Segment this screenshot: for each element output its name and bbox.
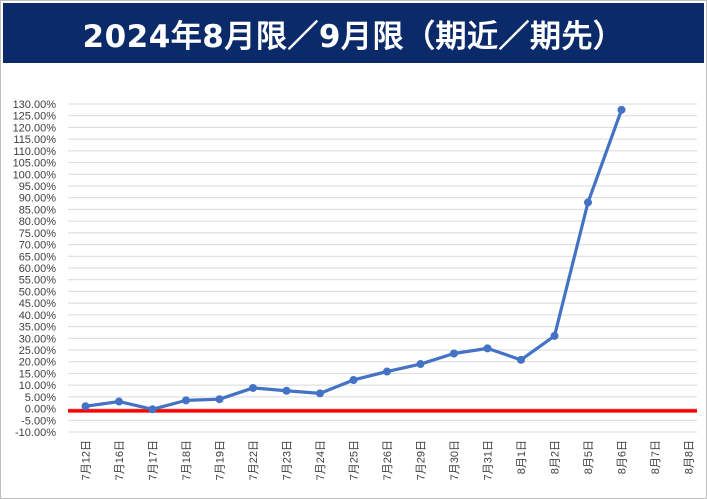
- y-tick-label: 65.00%: [19, 251, 57, 263]
- x-tick-label: 8月7日: [650, 440, 662, 474]
- x-tick-label: 8月6日: [617, 440, 629, 474]
- y-tick-label: 80.00%: [19, 216, 57, 228]
- x-tick-label: 8月8日: [684, 440, 696, 474]
- title-bar: 2024年8月限／9月限（期近／期先）: [3, 3, 704, 63]
- y-tick-label: 85.00%: [19, 204, 57, 216]
- y-tick-label: 50.00%: [19, 286, 57, 298]
- x-tick-label: 7月12日: [81, 440, 93, 480]
- x-tick-label: 7月26日: [382, 440, 394, 480]
- y-tick-label: 25.00%: [19, 345, 57, 357]
- y-tick-label: 100.00%: [13, 169, 57, 181]
- y-axis-tick-labels: -10.00%-5.00%0.00%5.00%10.00%15.00%20.00…: [13, 99, 57, 439]
- y-tick-label: 115.00%: [13, 134, 56, 146]
- y-tick-label: 125.00%: [13, 111, 57, 123]
- x-tick-label: 7月22日: [248, 440, 260, 480]
- x-tick-label: 7月16日: [114, 440, 126, 480]
- data-point: [182, 396, 190, 405]
- x-tick-label: 7月30日: [449, 440, 461, 480]
- y-tick-label: 45.00%: [19, 298, 57, 310]
- x-tick-label: 7月24日: [315, 440, 327, 480]
- x-tick-label: 8月2日: [550, 440, 562, 474]
- y-tick-label: 0.00%: [25, 404, 56, 416]
- y-tick-label: 10.00%: [19, 380, 57, 392]
- y-tick-label: 30.00%: [19, 333, 57, 345]
- data-point: [483, 344, 492, 353]
- y-tick-label: 35.00%: [19, 322, 57, 334]
- chart-title: 2024年8月限／9月限（期近／期先）: [82, 18, 625, 55]
- data-point: [517, 355, 525, 364]
- data-point: [349, 375, 358, 384]
- data-point: [115, 397, 123, 406]
- series-line: [85, 109, 624, 411]
- y-tick-label: 105.00%: [13, 158, 57, 170]
- data-point: [383, 367, 391, 376]
- y-tick-label: 120.00%: [13, 122, 57, 134]
- gridlines: [68, 103, 697, 433]
- data-point: [416, 360, 425, 369]
- x-tick-label: 7月23日: [282, 440, 294, 480]
- y-tick-label: 20.00%: [19, 357, 57, 369]
- data-point: [148, 405, 157, 414]
- data-point: [316, 389, 324, 398]
- y-tick-label: 90.00%: [19, 193, 57, 205]
- y-tick-label: -10.00%: [15, 427, 56, 439]
- data-point: [215, 395, 224, 404]
- data-point: [584, 198, 592, 207]
- x-tick-label: 7月25日: [349, 440, 361, 480]
- y-tick-label: 55.00%: [19, 275, 57, 287]
- y-tick-label: 40.00%: [19, 310, 57, 322]
- x-tick-label: 7月29日: [416, 440, 428, 480]
- y-tick-label: 95.00%: [19, 181, 57, 193]
- x-tick-label: 8月5日: [583, 440, 595, 474]
- y-tick-label: 130.00%: [13, 99, 57, 111]
- x-axis-tick-labels: 7月12日 7月16日 7月17日 7月18日 7月19日 7月22日 7月23日 7月24日…: [81, 440, 696, 480]
- y-tick-label: 110.00%: [13, 146, 56, 158]
- y-tick-label: 5.00%: [25, 392, 56, 404]
- y-tick-label: 15.00%: [19, 368, 57, 380]
- data-point: [282, 386, 291, 395]
- y-tick-label: 70.00%: [19, 240, 57, 252]
- y-tick-label: 75.00%: [19, 228, 57, 240]
- data-point: [450, 349, 458, 358]
- series-layer: [81, 105, 626, 414]
- y-tick-label: -5.00%: [21, 415, 56, 427]
- y-tick-label: 60.00%: [19, 263, 57, 275]
- data-point: [550, 331, 559, 340]
- x-tick-label: 7月17日: [148, 440, 160, 480]
- x-tick-label: 7月18日: [181, 440, 193, 480]
- data-point: [81, 402, 90, 411]
- x-tick-label: 8月1日: [516, 440, 528, 474]
- data-point: [617, 105, 626, 114]
- data-point: [249, 383, 257, 392]
- x-tick-label: 7月31日: [483, 440, 495, 480]
- x-tick-label: 7月19日: [215, 440, 227, 480]
